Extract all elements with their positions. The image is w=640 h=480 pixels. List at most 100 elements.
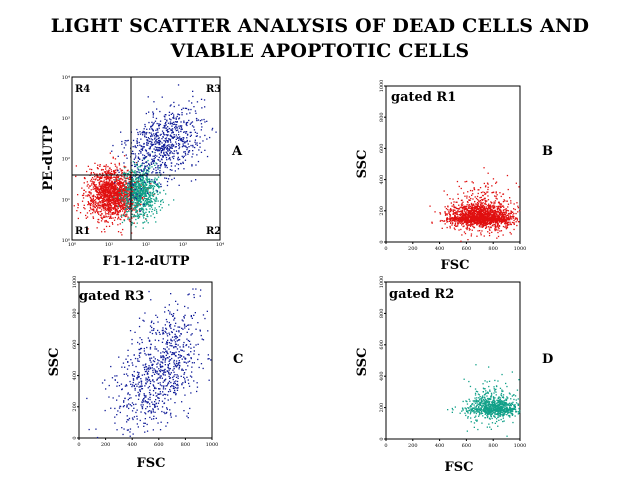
- point-a-r3: [194, 110, 197, 112]
- point-b: [487, 186, 489, 188]
- point-b: [474, 218, 476, 220]
- point-a-r1: [98, 178, 101, 181]
- point-a-r2: [150, 194, 152, 196]
- point-b: [471, 181, 473, 183]
- point-a-r1: [112, 157, 114, 159]
- point-a-r1: [127, 199, 129, 201]
- point-a-r3: [149, 164, 151, 166]
- point-b: [462, 225, 464, 228]
- point-b: [496, 219, 499, 221]
- point-a-r3: [148, 154, 150, 156]
- point-a-r3: [154, 120, 157, 122]
- point-b: [490, 222, 492, 224]
- point-a-r3: [162, 171, 165, 174]
- point-a-r2: [134, 185, 137, 188]
- point-a-r3: [171, 143, 173, 145]
- point-a-r1: [103, 204, 106, 206]
- point-a-r1: [96, 209, 98, 211]
- point-b: [468, 214, 470, 217]
- point-a-r1: [118, 211, 120, 214]
- point-b: [463, 206, 465, 208]
- point-a-r2: [160, 203, 162, 206]
- point-b: [501, 216, 503, 218]
- point-a-r1: [92, 201, 94, 203]
- point-b: [457, 222, 459, 224]
- point-b: [500, 195, 502, 198]
- point-a-r3: [155, 129, 157, 131]
- point-a-r1: [123, 202, 125, 204]
- point-a-r1: [92, 216, 94, 218]
- point-b: [468, 205, 470, 207]
- point-a-r2: [132, 191, 135, 193]
- point-a-r1: [94, 184, 96, 186]
- point-a-r2: [134, 184, 136, 186]
- point-b: [434, 211, 436, 213]
- point-b: [499, 203, 501, 205]
- point-a-r1: [111, 196, 113, 198]
- point-b: [485, 226, 487, 229]
- point-b: [460, 187, 462, 190]
- point-a-r1: [104, 209, 107, 211]
- point-a-r1: [95, 186, 97, 188]
- point-a-r2: [134, 171, 136, 173]
- point-a-r2: [149, 192, 151, 194]
- point-a-r1: [107, 221, 109, 223]
- point-b: [457, 197, 459, 200]
- point-a-r3: [175, 138, 177, 140]
- point-a-r3: [157, 141, 159, 144]
- point-a-r3: [159, 110, 161, 113]
- point-b: [484, 197, 486, 199]
- point-b: [488, 217, 490, 219]
- point-b: [457, 209, 459, 212]
- point-a-r3: [164, 123, 166, 125]
- point-b: [497, 222, 499, 225]
- point-a-r2: [147, 197, 150, 199]
- point-b: [450, 222, 452, 224]
- point-b: [500, 221, 503, 224]
- point-a-r1: [108, 212, 110, 214]
- point-b: [506, 226, 508, 228]
- point-a-r1: [127, 177, 129, 179]
- point-a-r3: [136, 171, 138, 173]
- point-a-r1: [107, 208, 109, 211]
- point-b: [477, 217, 479, 219]
- point-a-r1: [98, 213, 100, 215]
- point-a-r2: [143, 190, 145, 192]
- point-a-r2: [137, 199, 139, 202]
- point-a-r1: [117, 206, 119, 208]
- point-b: [480, 232, 482, 234]
- point-a-r3: [177, 137, 179, 139]
- point-b: [462, 204, 464, 206]
- point-a-r2: [139, 213, 141, 215]
- point-a-r3: [191, 121, 194, 123]
- point-a-r1: [101, 205, 103, 207]
- point-a-r2: [152, 194, 154, 196]
- point-b: [468, 196, 471, 198]
- point-a-r1: [129, 177, 131, 179]
- point-a-r2: [135, 209, 137, 211]
- point-a-r1: [111, 184, 113, 186]
- point-a-r1: [108, 181, 110, 183]
- point-a-r3: [148, 147, 150, 150]
- point-b: [478, 201, 480, 203]
- point-a-r1: [116, 186, 118, 189]
- point-a-r1: [100, 216, 102, 218]
- point-a-r3: [183, 121, 185, 124]
- point-b: [478, 189, 480, 191]
- point-b: [470, 223, 473, 225]
- point-a-r2: [133, 186, 135, 188]
- point-b: [487, 195, 489, 197]
- point-a-r1: [110, 215, 112, 217]
- point-b: [458, 220, 460, 222]
- point-a-r3: [173, 150, 176, 152]
- point-a-r3: [163, 144, 165, 146]
- point-a-r1: [125, 166, 127, 168]
- point-a-r3: [147, 96, 149, 98]
- point-b: [451, 222, 454, 225]
- point-a-r1: [106, 207, 108, 210]
- point-a-r3: [196, 154, 198, 156]
- point-b: [489, 219, 492, 221]
- point-b: [473, 221, 475, 224]
- point-a-r3: [154, 146, 156, 148]
- point-b: [456, 180, 459, 183]
